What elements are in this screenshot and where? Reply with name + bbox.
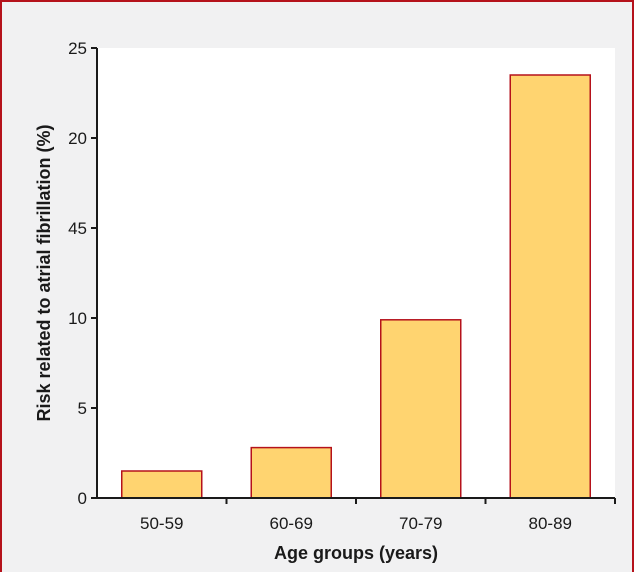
bar-80-89 <box>509 74 591 499</box>
y-ticks-group: 0 5 10 45 20 25 <box>68 39 97 508</box>
y-tick-label: 10 <box>68 309 87 328</box>
bar-70-79 <box>380 319 462 499</box>
y-tick-label: 45 <box>68 219 87 238</box>
y-tick-label: 0 <box>78 489 87 508</box>
bar-60-69 <box>250 446 332 499</box>
bar-50-59 <box>121 470 203 499</box>
y-tick-label: 25 <box>68 39 87 58</box>
x-tick-label: 60-69 <box>270 514 313 533</box>
x-ticks-group: 50-59 60-69 70-79 80-89 <box>140 498 616 533</box>
x-tick-label: 70-79 <box>399 514 442 533</box>
x-tick-label: 50-59 <box>140 514 183 533</box>
y-axis-title: Risk related to atrial fibrillation (%) <box>34 124 54 421</box>
x-tick-label: 80-89 <box>529 514 572 533</box>
y-tick-label: 5 <box>78 399 87 418</box>
x-axis-title: Age groups (years) <box>274 543 438 563</box>
y-tick-label: 20 <box>68 129 87 148</box>
bars-group <box>121 74 591 499</box>
